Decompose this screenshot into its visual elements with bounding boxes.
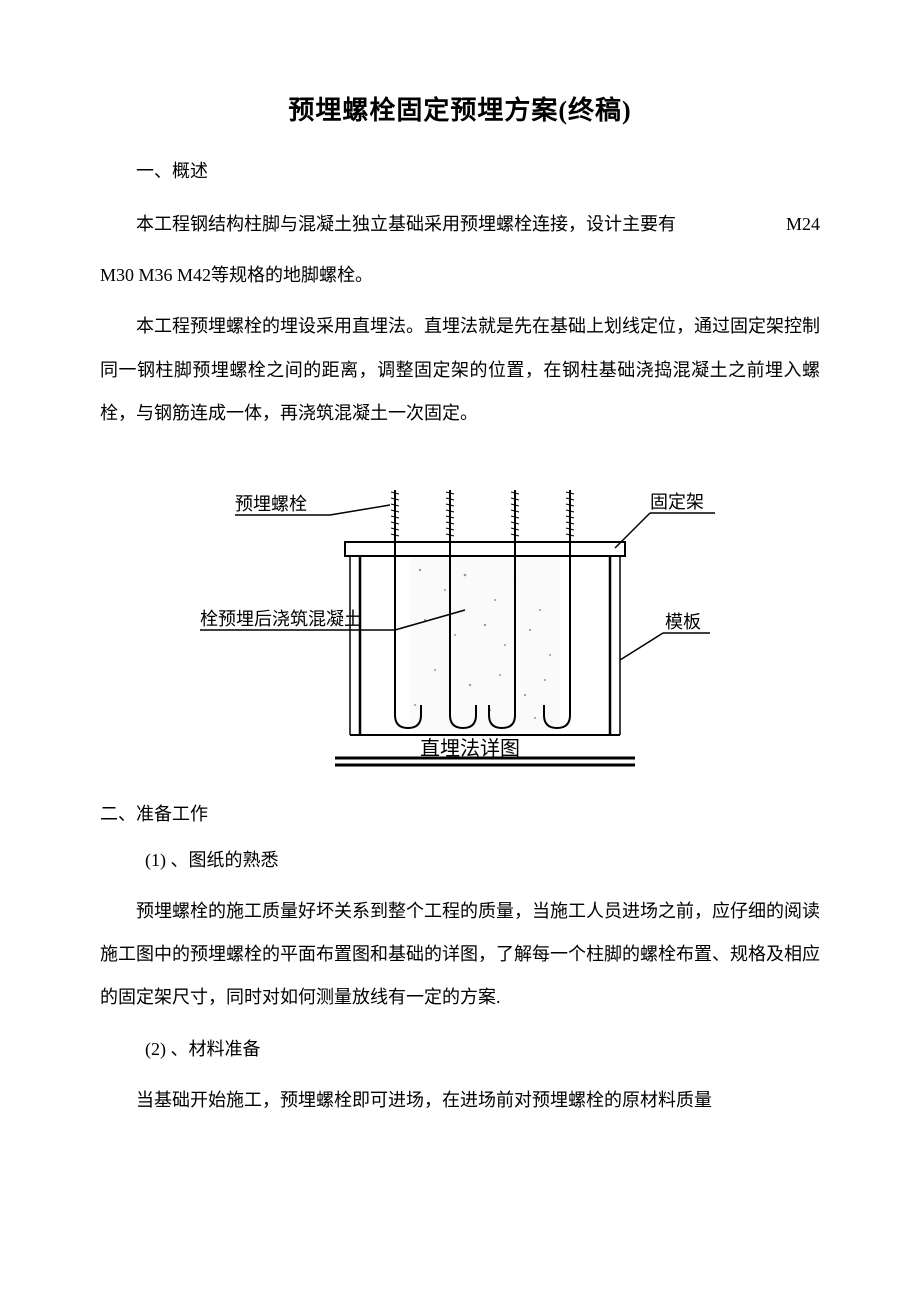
section-2-heading: 二、准备工作 — [100, 800, 820, 826]
diagram-label-formwork: 模板 — [665, 612, 701, 632]
diagram-caption: 直埋法详图 — [420, 737, 520, 760]
section-1-heading: 一、概述 — [100, 157, 820, 183]
section-1-para-2: 本工程预埋螺栓的埋设采用直埋法。直埋法就是先在基础上划线定位，通过固定架控制同一… — [100, 305, 820, 435]
diagram-label-frame: 固定架 — [650, 492, 704, 512]
embedding-diagram: 预埋螺栓 固定架 栓预埋后浇筑混凝土 模板 直埋法详图 — [195, 460, 725, 780]
section-2-sub1-para: 预埋螺栓的施工质量好坏关系到整个工程的质量，当施工人员进场之前，应仔细的阅读施工… — [100, 890, 820, 1020]
section-1-para-1: 本工程钢结构柱脚与混凝土独立基础采用预埋螺栓连接，设计主要有 M24 — [100, 203, 820, 246]
document-title: 预埋螺栓固定预埋方案(终稿) — [100, 90, 820, 127]
section-2-sub2-para: 当基础开始施工，预埋螺栓即可进场，在进场前对预埋螺栓的原材料质量 — [100, 1079, 820, 1122]
diagram-label-concrete: 栓预埋后浇筑混凝土 — [200, 609, 362, 629]
diagram-label-bolt: 预埋螺栓 — [235, 494, 307, 514]
section-2-sub2-heading: (2) 、材料准备 — [100, 1035, 820, 1061]
diagram-container: 预埋螺栓 固定架 栓预埋后浇筑混凝土 模板 直埋法详图 — [100, 460, 820, 780]
section-1-para-1-line2: M30 M36 M42等规格的地脚螺栓。 — [100, 254, 820, 297]
section-2-sub1-heading: (1) 、图纸的熟悉 — [100, 846, 820, 872]
para1-main-text: 本工程钢结构柱脚与混凝土独立基础采用预埋螺栓连接，设计主要有 — [136, 214, 676, 234]
para1-right-label: M24 — [750, 203, 820, 246]
